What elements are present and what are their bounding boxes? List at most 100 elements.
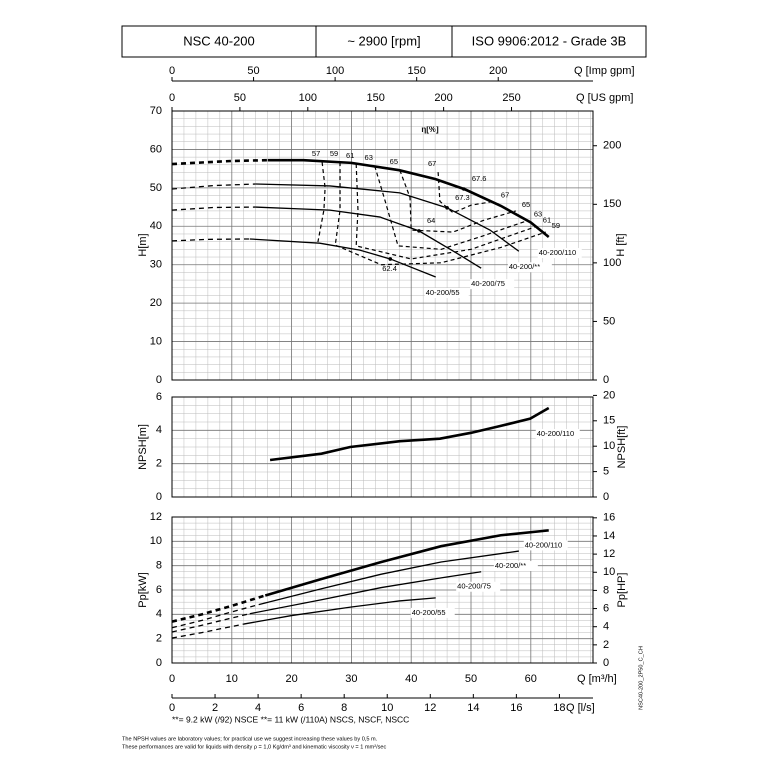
label-bg [493,561,538,572]
y-tick-label: 0 [156,657,162,669]
efficiency-contour [399,169,517,233]
y2-tick-label: 12 [603,548,615,560]
x-axis-label: Q [m³/h] [577,673,617,685]
bep-label: 62.4 [382,264,397,273]
y-tick-label: 0 [156,491,162,503]
curve [269,406,550,462]
document-code: NSC40-200_2P50_C_CH [638,646,644,710]
top-tick-label: 0 [169,65,175,77]
top-tick-label: 200 [434,92,452,104]
top-tick-label: 150 [407,65,425,77]
x-tick-label: 0 [169,673,175,685]
efficiency-label: 65 [522,200,530,209]
efficiency-label: 67 [501,190,509,199]
y-tick-label: 8 [156,560,162,572]
curve [171,623,244,639]
y-tick-label: 50 [150,182,162,194]
curve [171,183,256,190]
x-tick-label: 60 [525,673,537,685]
bep-label: 64 [427,216,435,225]
top-tick-label: 50 [234,92,246,104]
y-tick-label: 10 [150,535,162,547]
x-tick-label: 20 [285,673,297,685]
efficiency-annotation: η[%] [421,125,439,134]
efficiency-label: 63 [365,153,373,162]
efficiency-label: 67 [428,159,436,168]
curve [243,597,436,625]
y2-tick-label: 16 [603,512,615,524]
curve [171,613,250,633]
y2-tick-label: 20 [603,389,615,401]
y2-axis-label: NPSH[ft] [616,426,628,469]
bep-label: 67.6 [472,174,487,183]
curve [249,571,482,615]
x-tick-label: 10 [226,673,238,685]
efficiency-label: 61 [543,215,551,224]
y-tick-label: 4 [156,608,162,620]
label-bg [470,279,515,290]
plot-frame [171,516,594,664]
y-tick-label: 40 [150,220,162,232]
y-tick-label: 2 [156,458,162,470]
label-bg [410,607,455,618]
y2-tick-label: 4 [603,621,609,633]
x2-tick-label: 4 [255,702,261,714]
bep-marker [445,206,449,210]
series-label: 40-200/110 [525,540,562,549]
y-axis-label: H[m] [137,233,149,256]
efficiency-label: 61 [346,151,354,160]
efficiency-label: 59 [552,221,560,230]
efficiency-contour [355,164,537,260]
plot-frame [171,110,594,381]
curve [171,603,259,629]
efficiency-label: 57 [312,149,320,158]
y-tick-label: 6 [156,584,162,596]
curve [171,594,266,623]
label-bg [537,248,582,259]
plot-frame [171,396,594,498]
speed: ~ 2900 [rpm] [347,33,420,48]
y2-tick-label: 0 [603,657,609,669]
series-label: 40-200/** [509,262,540,271]
model: NSC 40-200 [183,33,255,48]
standard: ISO 9906:2012 - Grade 3B [472,33,627,48]
y-tick-label: 10 [150,335,162,347]
top-tick-label: 100 [299,92,317,104]
efficiency-contour [317,162,326,243]
curve [267,158,550,239]
y-tick-label: 2 [156,633,162,645]
series-label: 40-200/** [495,561,526,570]
curve [255,206,482,269]
y-tick-label: 20 [150,297,162,309]
x2-tick-label: 14 [467,702,479,714]
y2-tick-label: 6 [603,602,609,614]
y2-tick-label: 0 [603,491,609,503]
curve [258,550,519,606]
series-label: 40-200/55 [412,608,446,617]
y2-axis-label: H [ft] [615,233,627,256]
series-label: 40-200/55 [426,288,460,297]
y-tick-label: 70 [150,105,162,117]
y2-tick-label: 150 [603,198,621,210]
label-bg [507,262,552,273]
efficiency-contour [334,162,546,266]
top-axis-label: Q [Imp gpm] [574,65,635,77]
x2-tick-label: 6 [298,702,304,714]
y2-tick-label: 100 [603,257,621,269]
disclaimer: The NPSH values are laboratory values; f… [122,736,378,742]
y-tick-label: 12 [150,511,162,523]
top-tick-label: 150 [367,92,385,104]
series-label: 40-200/75 [457,582,491,591]
x-tick-label: 30 [345,673,357,685]
disclaimer: These performances are valid for liquids… [122,744,387,750]
top-axis-label: Q [US gpm] [576,92,633,104]
top-tick-label: 200 [489,65,507,77]
y2-tick-label: 2 [603,639,609,651]
series-label: 40-200/110 [537,429,574,438]
bep-marker [462,187,466,191]
footer-note: **= 9.2 kW (/92) NSCE **= 11 kW (/110A) … [172,714,409,724]
y2-axis-label: Pp[HP] [616,573,628,608]
top-tick-label: 0 [169,92,175,104]
y2-tick-label: 8 [603,584,609,596]
